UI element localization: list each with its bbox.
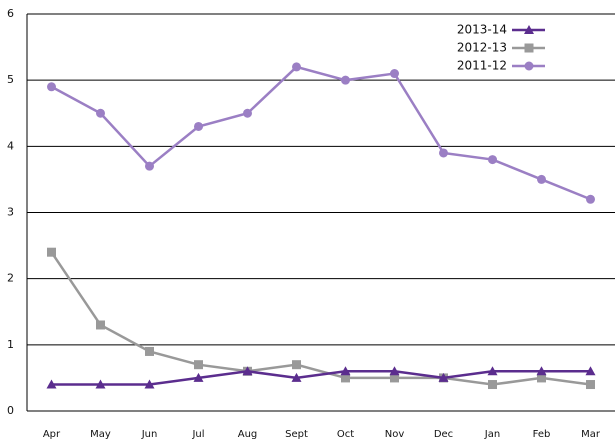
legend-label: 2012-13: [457, 41, 507, 55]
marker: [488, 380, 497, 390]
y-tick-label: 5: [7, 73, 14, 86]
x-tick-label: May: [90, 429, 111, 440]
series-line: [50, 65, 591, 201]
marker: [586, 194, 595, 204]
marker: [340, 366, 351, 376]
marker: [193, 372, 204, 382]
marker: [438, 372, 449, 382]
marker: [145, 346, 154, 356]
marker: [390, 373, 399, 383]
x-tick-label: Apr: [43, 429, 61, 440]
x-tick-label: Jun: [141, 429, 158, 440]
marker: [144, 379, 155, 389]
marker: [389, 366, 400, 376]
marker: [292, 62, 301, 72]
marker: [341, 75, 350, 85]
marker: [524, 43, 534, 53]
x-tick-label: Aug: [238, 429, 258, 440]
x-tick-label: Jul: [191, 429, 204, 440]
y-tick-label: 3: [7, 206, 14, 219]
marker: [194, 121, 203, 131]
marker: [145, 161, 154, 171]
y-tick-label: 0: [7, 404, 14, 417]
legend-label: 2011-12: [457, 59, 507, 73]
marker: [46, 379, 57, 389]
marker: [439, 148, 448, 158]
marker: [96, 108, 105, 118]
x-tick-label: Mar: [581, 429, 601, 440]
marker: [536, 366, 547, 376]
series-line: [51, 370, 591, 386]
legend-label: 2013-14: [457, 23, 507, 37]
y-tick-label: 6: [7, 7, 14, 20]
marker: [487, 366, 498, 376]
x-tick-label: Nov: [385, 429, 405, 440]
y-tick-label: 4: [7, 139, 14, 152]
marker: [537, 373, 546, 383]
marker: [47, 82, 56, 92]
marker: [537, 174, 546, 184]
marker: [586, 380, 595, 390]
marker: [524, 61, 534, 71]
y-tick-label: 2: [7, 272, 14, 285]
x-tick-label: Oct: [337, 429, 354, 440]
marker: [488, 155, 497, 165]
marker: [243, 108, 252, 118]
marker: [390, 69, 399, 79]
marker: [194, 360, 203, 370]
y-tick-label: 1: [7, 338, 14, 351]
x-tick-label: Jan: [484, 429, 500, 440]
marker: [524, 25, 534, 34]
series-line: [50, 251, 591, 386]
marker: [341, 373, 350, 383]
x-tick-label: Dec: [434, 429, 453, 440]
marker: [242, 366, 253, 376]
marker: [292, 360, 301, 370]
marker: [95, 379, 106, 389]
x-tick-label: Feb: [533, 429, 551, 440]
marker: [585, 366, 596, 376]
marker: [47, 247, 56, 257]
marker: [291, 372, 302, 382]
marker: [96, 320, 105, 330]
x-tick-label: Sept: [285, 429, 308, 440]
